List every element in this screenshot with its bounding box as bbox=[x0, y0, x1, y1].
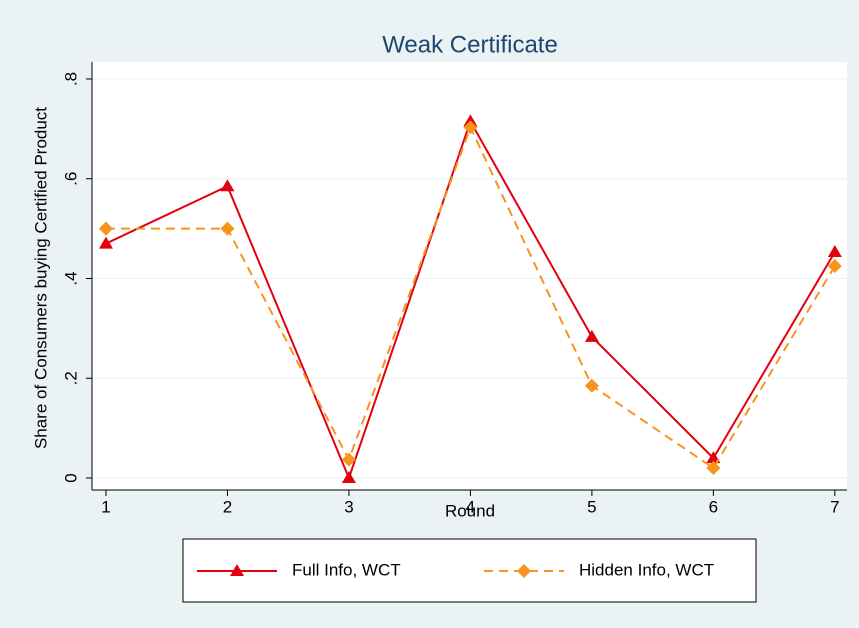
x-tick-label: 5 bbox=[587, 497, 596, 516]
marker bbox=[706, 451, 721, 464]
marker bbox=[98, 221, 113, 236]
x-tick-label: 4 bbox=[466, 497, 475, 516]
y-tick-label: 0 bbox=[61, 473, 80, 482]
marker bbox=[230, 564, 244, 576]
y-tick-label: .4 bbox=[61, 271, 80, 285]
legend-label: Full Info, WCT bbox=[292, 560, 401, 579]
marker bbox=[341, 452, 356, 467]
x-tick-label: 2 bbox=[223, 497, 232, 516]
marker bbox=[584, 329, 599, 342]
x-tick-label: 1 bbox=[101, 497, 110, 516]
marker bbox=[517, 564, 531, 578]
y-axis-title: Share of Consumers buying Certified Prod… bbox=[31, 107, 50, 449]
marker bbox=[827, 245, 842, 258]
marker bbox=[220, 221, 235, 236]
x-tick-label: 6 bbox=[709, 497, 718, 516]
marker bbox=[98, 236, 113, 249]
y-tick-label: .2 bbox=[61, 371, 80, 385]
legend bbox=[182, 538, 757, 603]
marker bbox=[827, 259, 842, 274]
marker bbox=[341, 471, 356, 484]
marker bbox=[584, 378, 599, 393]
y-tick-label: .6 bbox=[61, 172, 80, 186]
legend-label: Hidden Info, WCT bbox=[579, 560, 714, 579]
y-tick-label: .8 bbox=[61, 72, 80, 86]
x-axis-title: Round bbox=[445, 501, 495, 520]
chart-title: Weak Certificate bbox=[382, 31, 558, 58]
marker bbox=[463, 120, 478, 135]
marker bbox=[220, 179, 235, 192]
x-tick-label: 7 bbox=[830, 497, 839, 516]
marker bbox=[706, 461, 721, 476]
x-tick-label: 3 bbox=[344, 497, 353, 516]
